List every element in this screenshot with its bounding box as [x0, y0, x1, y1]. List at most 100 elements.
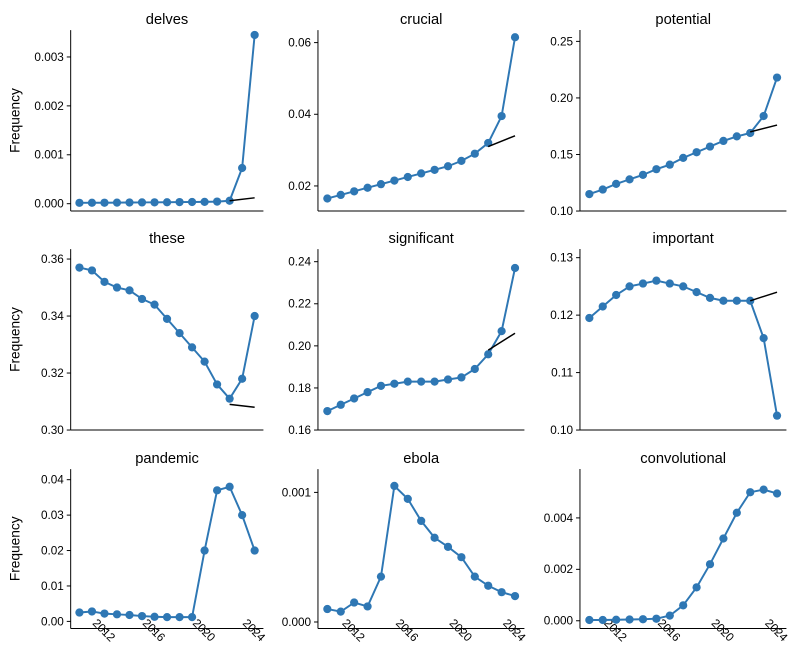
ytick-label: 0.000 — [282, 616, 312, 629]
ytick-label: 0.13 — [550, 252, 573, 265]
marker — [100, 609, 108, 617]
marker — [471, 150, 479, 158]
xtick-label: 2020 — [447, 616, 475, 644]
marker — [585, 190, 593, 198]
panel-potential: 0.100.150.200.25potential — [529, 6, 790, 225]
marker — [706, 294, 714, 302]
marker — [364, 602, 372, 610]
ytick-label: 0.003 — [34, 51, 64, 64]
marker — [188, 198, 196, 206]
marker — [364, 184, 372, 192]
trend-line — [750, 292, 777, 301]
panel-title: convolutional — [640, 451, 726, 467]
marker — [150, 301, 158, 309]
marker — [138, 295, 146, 303]
panel-title: delves — [146, 12, 188, 28]
ytick-label: 0.02 — [41, 544, 64, 557]
marker — [337, 191, 345, 199]
marker — [238, 375, 246, 383]
panel-convolutional: 0.0000.0020.0042012201620202024convoluti… — [529, 445, 790, 664]
ytick-label: 0.25 — [550, 35, 573, 48]
marker — [652, 277, 660, 285]
marker — [746, 129, 754, 137]
chart-grid: 0.000 0.001 0.002 0.003 delves Frequency 0.02 0… — [0, 0, 800, 668]
panel-svg: 0.0000.0020.0042012201620202024convoluti… — [529, 445, 790, 664]
panel-title: crucial — [400, 12, 442, 28]
ytick-label: 0.20 — [289, 340, 312, 353]
marker — [458, 553, 466, 561]
xtick-label: 2024 — [762, 616, 790, 644]
marker — [746, 297, 754, 305]
marker — [773, 489, 781, 497]
marker — [665, 161, 673, 169]
series-line — [79, 268, 254, 399]
ytick-label: 0.000 — [543, 614, 573, 627]
ytick-label: 0.36 — [41, 253, 64, 266]
marker — [113, 610, 121, 618]
marker — [88, 267, 96, 275]
ytick-label: 0.002 — [543, 563, 572, 576]
marker — [511, 33, 519, 41]
marker — [719, 534, 727, 542]
marker — [498, 327, 506, 335]
ylabel: Frequency — [8, 88, 23, 153]
marker — [125, 198, 133, 206]
panel-important: 0.100.110.120.13important — [529, 225, 790, 444]
ytick-label: 0.01 — [41, 579, 64, 592]
marker — [431, 533, 439, 541]
marker — [404, 173, 412, 181]
panel-svg: 0.300.320.340.36theseFrequency — [6, 225, 267, 444]
ytick-label: 0.11 — [551, 367, 573, 380]
series-line — [328, 486, 516, 612]
marker — [150, 198, 158, 206]
marker — [706, 142, 714, 150]
series-line — [79, 35, 254, 203]
panel-title: potential — [655, 12, 711, 28]
ytick-label: 0.06 — [289, 37, 312, 50]
ytick-label: 0.18 — [289, 382, 312, 395]
marker — [391, 380, 399, 388]
marker — [163, 198, 171, 206]
ytick-label: 0.001 — [34, 149, 63, 162]
marker — [417, 169, 425, 177]
marker — [391, 481, 399, 489]
marker — [598, 615, 606, 623]
marker — [364, 388, 372, 396]
marker — [484, 350, 492, 358]
panel-pandemic: 0.000.010.020.030.042012201620202024pand… — [6, 445, 267, 664]
marker — [150, 612, 158, 620]
marker — [377, 180, 385, 188]
marker — [692, 148, 700, 156]
marker — [113, 199, 121, 207]
ytick-label: 0.00 — [41, 615, 64, 628]
marker — [350, 395, 358, 403]
marker — [665, 280, 673, 288]
marker — [598, 303, 606, 311]
marker — [444, 542, 452, 550]
marker — [200, 198, 208, 206]
panel-title: important — [652, 231, 713, 247]
marker — [511, 592, 519, 600]
ytick-label: 0.03 — [41, 509, 64, 522]
marker — [444, 376, 452, 384]
panel-svg: 0.0000.0012012201620202024ebola — [267, 445, 528, 664]
marker — [732, 508, 740, 516]
ytick-label: 0.10 — [550, 424, 573, 437]
marker — [125, 287, 133, 295]
panel-significant: 0.160.180.200.220.24significant — [267, 225, 528, 444]
marker — [138, 612, 146, 620]
marker — [458, 374, 466, 382]
marker — [175, 198, 183, 206]
marker — [665, 611, 673, 619]
ytick-label: 0.16 — [289, 424, 312, 437]
xtick-label: 2020 — [708, 616, 736, 644]
ytick-label: 0.22 — [289, 298, 312, 311]
marker — [404, 494, 412, 502]
marker — [337, 607, 345, 615]
marker — [732, 132, 740, 140]
ylabel: Frequency — [8, 516, 23, 581]
marker — [585, 314, 593, 322]
panel-svg: 0.160.180.200.220.24significant — [267, 225, 528, 444]
marker — [113, 284, 121, 292]
marker — [163, 613, 171, 621]
